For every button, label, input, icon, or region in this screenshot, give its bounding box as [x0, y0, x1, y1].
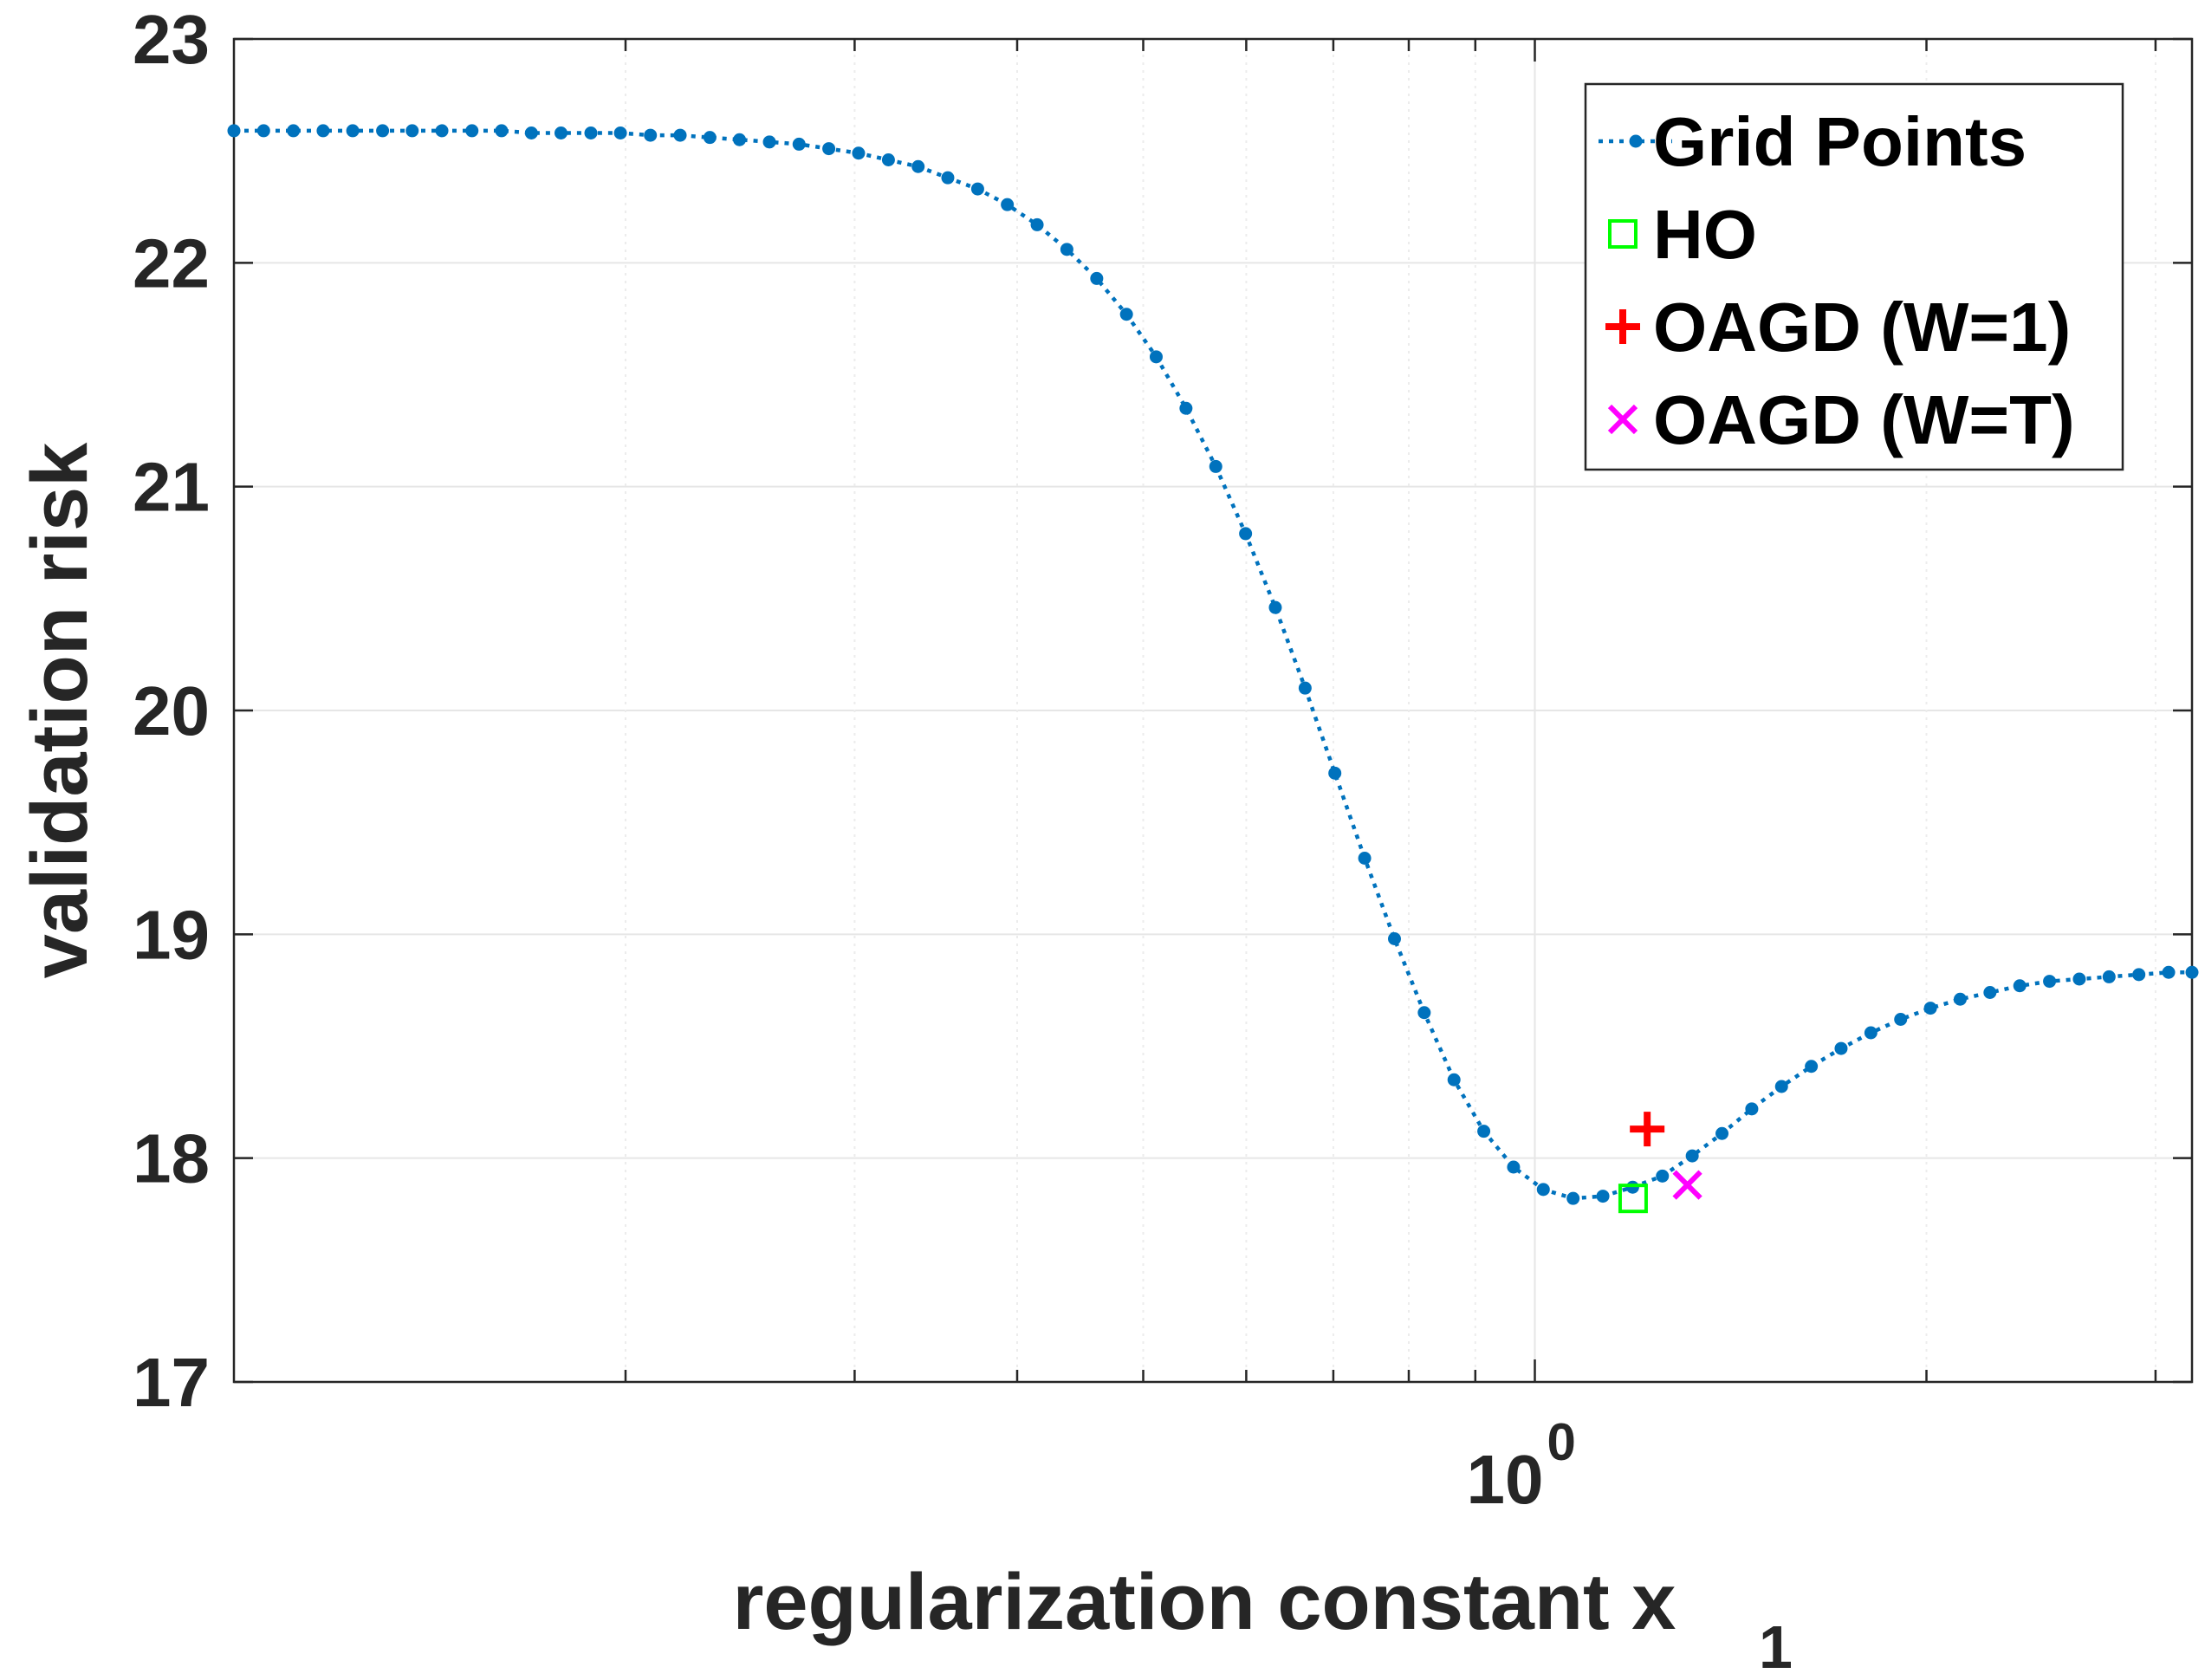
grid-point-marker — [1715, 1126, 1729, 1140]
y-tick-label: 23 — [133, 1, 210, 78]
grid-point-marker — [1923, 1002, 1937, 1015]
grid-point-marker — [584, 126, 598, 139]
grid-point-marker — [1536, 1183, 1550, 1197]
grid-point-marker — [1090, 271, 1104, 285]
legend-label-oagd-w1: OAGD (W=1) — [1653, 289, 2071, 366]
grid-point-marker — [1983, 986, 1997, 999]
legend-grid-points-marker — [1629, 134, 1643, 148]
grid-point-marker — [287, 124, 301, 138]
grid-point-marker — [316, 124, 330, 138]
legend: Grid Points HO OAGD (W=1) OAGD (W=T) — [1584, 82, 2124, 471]
grid-point-marker — [1685, 1149, 1699, 1163]
grid-point-marker — [852, 146, 866, 160]
grid-point-marker — [822, 142, 836, 156]
grid-point-marker — [1268, 600, 1282, 614]
grid-point-marker — [1179, 401, 1193, 415]
grid-point-marker — [792, 137, 806, 151]
grid-point-marker — [1805, 1060, 1819, 1074]
grid-point-marker — [1001, 198, 1015, 211]
grid-point-marker — [941, 171, 955, 185]
ho-marker — [1618, 1184, 1648, 1214]
grid-point-marker — [1149, 350, 1163, 364]
grid-lines — [234, 39, 2192, 1382]
x-axis-label-subscript: 1 — [1759, 1613, 1793, 1680]
grid-point-marker — [2185, 965, 2199, 979]
oagd-wt-marker-b — [1672, 1170, 1702, 1200]
legend-box — [1584, 82, 2124, 471]
y-axis-label: validation risk — [16, 442, 104, 978]
legend-ho-marker — [1608, 219, 1638, 249]
x-tick-label: 10 — [1467, 1441, 1544, 1518]
grid-point-marker — [2162, 965, 2176, 979]
grid-point-marker — [1358, 852, 1372, 865]
y-tick-label: 22 — [133, 224, 210, 302]
data-series — [227, 124, 2199, 1214]
grid-point-marker — [1030, 217, 1044, 231]
grid-point-marker — [1507, 1160, 1521, 1174]
legend-label-grid-points: Grid Points — [1653, 103, 2027, 180]
legend-label-oagd-wt: OAGD (W=T) — [1653, 381, 2075, 458]
grid-point-marker — [644, 128, 658, 142]
y-tick-label: 19 — [133, 896, 210, 973]
grid-point-marker — [673, 128, 687, 142]
grid-point-marker — [346, 124, 360, 138]
grid-point-marker — [495, 124, 509, 138]
grid-point-marker — [435, 124, 449, 138]
x-axis-label: regularization constant x — [733, 1558, 1676, 1646]
grid-point-marker — [227, 124, 241, 138]
grid-point-marker — [1834, 1041, 1848, 1055]
grid-point-marker — [911, 159, 925, 173]
grid-point-marker — [1060, 243, 1073, 256]
y-tick-label: 17 — [133, 1344, 210, 1421]
grid-point-marker — [970, 182, 984, 196]
grid-point-marker — [405, 124, 419, 138]
grid-point-marker — [1774, 1080, 1788, 1093]
grid-point-marker — [524, 126, 538, 139]
grid-point-marker — [1745, 1102, 1759, 1116]
legend-oagd-wt-marker-b — [1607, 404, 1638, 435]
grid-point-marker — [1298, 681, 1312, 695]
grid-point-marker — [376, 124, 390, 138]
grid-point-marker — [733, 133, 747, 146]
grid-point-marker — [1447, 1073, 1461, 1086]
grid-point-marker — [1656, 1169, 1670, 1183]
grid-point-marker — [2013, 979, 2027, 993]
grid-point-marker — [613, 126, 627, 139]
grid-point-marker — [1119, 308, 1133, 321]
y-tick-label: 20 — [133, 672, 210, 749]
grid-point-marker — [465, 124, 479, 138]
x-tick-label-exponent: 0 — [1547, 1413, 1576, 1471]
axis-labels: 17 18 19 20 21 22 23 10 0 regularization constant… — [16, 1, 1793, 1680]
grid-point-marker — [1566, 1191, 1580, 1205]
grid-point-marker — [256, 124, 270, 138]
grid-point-marker — [1864, 1026, 1877, 1040]
grid-point-marker — [554, 126, 567, 139]
grid-point-marker — [1328, 766, 1342, 780]
grid-point-marker — [1953, 992, 1967, 1006]
grid-point-marker — [1596, 1190, 1610, 1203]
grid-point-marker — [1209, 459, 1222, 473]
y-tick-label: 21 — [133, 449, 210, 526]
legend-label-ho: HO — [1653, 196, 1757, 273]
grid-point-marker — [703, 131, 717, 145]
grid-point-marker — [1625, 1180, 1639, 1194]
y-tick-label: 18 — [133, 1120, 210, 1197]
grid-point-marker — [2102, 970, 2116, 983]
grid-point-marker — [1894, 1013, 1908, 1026]
grid-point-marker — [762, 135, 776, 149]
grid-point-marker — [2043, 975, 2057, 989]
grid-point-marker — [1239, 527, 1253, 541]
axes — [232, 37, 2194, 1384]
grid-point-marker — [2132, 968, 2146, 982]
grid-point-marker — [1417, 1006, 1431, 1020]
grid-point-marker — [881, 153, 895, 166]
grid-point-marker — [1387, 932, 1401, 945]
grid-point-marker — [2072, 972, 2086, 986]
grid-point-marker — [1477, 1125, 1491, 1138]
